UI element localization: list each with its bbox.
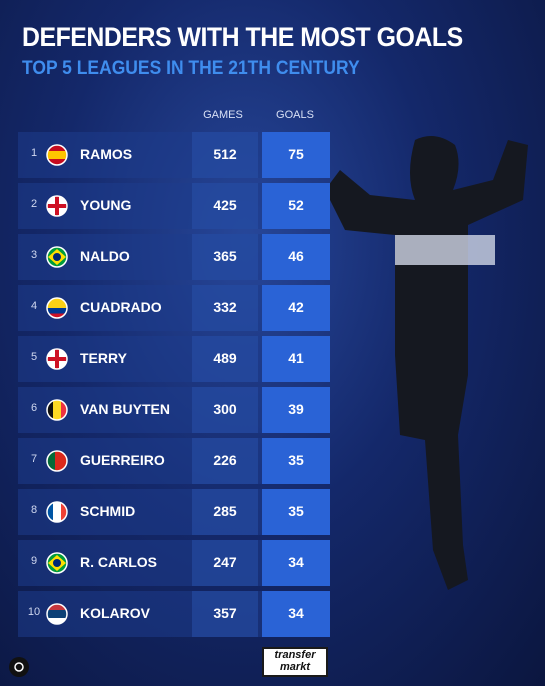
column-header: GOALS: [276, 109, 314, 121]
games: 300: [213, 401, 237, 417]
goals: 42: [288, 299, 304, 315]
flag: [46, 348, 68, 370]
games-cell: [192, 591, 258, 637]
player-name: RAMOS: [80, 146, 133, 162]
table-row: 8 SCHMID 285 35: [18, 489, 330, 535]
flag: [46, 246, 68, 268]
rank: 8: [30, 504, 38, 516]
goals-cell: [262, 183, 330, 229]
table-row: 2 YOUNG 425 52: [18, 183, 330, 229]
goals-cell: [262, 132, 330, 178]
player-name: YOUNG: [80, 197, 132, 213]
flag: [46, 501, 68, 523]
goals: 35: [288, 503, 304, 519]
flag: [46, 603, 68, 625]
games-cell: [192, 132, 258, 178]
games-cell: [192, 387, 258, 433]
games-cell: [192, 234, 258, 280]
player-name: R. CARLOS: [80, 554, 157, 570]
goals-cell: [262, 336, 330, 382]
rank: 5: [30, 351, 38, 363]
games: 285: [213, 503, 237, 519]
goals: 75: [288, 146, 304, 162]
player-name: CUADRADO: [80, 299, 162, 315]
player-name: GUERREIRO: [80, 452, 165, 468]
games: 357: [213, 605, 237, 621]
games-cell: [192, 489, 258, 535]
rank: 7: [30, 453, 38, 465]
player-name: SCHMID: [80, 503, 136, 519]
flag: [46, 552, 68, 574]
rank: 3: [30, 249, 38, 261]
goals-cell: [262, 285, 330, 331]
rank: 2: [30, 198, 38, 210]
flag: [46, 399, 68, 421]
games: 226: [213, 452, 237, 468]
table-row: 9 R. CARLOS 247 34: [18, 540, 330, 586]
player-silhouette: [325, 136, 528, 590]
flag: [46, 450, 68, 472]
table-row: 1 RAMOS 512 75: [18, 132, 330, 178]
goals-cell: [262, 234, 330, 280]
goals: 34: [288, 605, 304, 621]
subtitle: TOP 5 LEAGUES IN THE 21TH CENTURY: [22, 58, 360, 79]
rank: 4: [30, 300, 38, 312]
games: 425: [213, 197, 237, 213]
games-cell: [192, 285, 258, 331]
goals: 52: [288, 197, 304, 213]
player-name: VAN BUYTEN: [80, 401, 170, 417]
goals: 46: [288, 248, 304, 264]
games: 489: [213, 350, 237, 366]
games: 512: [213, 146, 237, 162]
title: DEFENDERS WITH THE MOST GOALS: [22, 22, 463, 52]
games-cell: [192, 438, 258, 484]
logo: transfer markt: [262, 647, 328, 677]
games: 332: [213, 299, 237, 315]
flag: [46, 297, 68, 319]
rank: 1: [30, 147, 38, 159]
table-row: 10 KOLAROV 357 34: [18, 591, 330, 637]
table-row: 7 GUERREIRO 226 35: [18, 438, 330, 484]
goals: 41: [288, 350, 304, 366]
games-cell: [192, 540, 258, 586]
goals: 34: [288, 554, 304, 570]
player-name: KOLAROV: [80, 605, 150, 621]
logo-text: transfer: [274, 649, 316, 661]
goals-cell: [262, 591, 330, 637]
goals: 35: [288, 452, 304, 468]
table-row: 4 CUADRADO 332 42: [18, 285, 330, 331]
logo-text: markt: [280, 661, 310, 673]
table-row: 6 VAN BUYTEN 300 39: [18, 387, 330, 433]
rank: 9: [30, 555, 38, 567]
flag: [46, 195, 68, 217]
table-row: 3 NALDO 365 46: [18, 234, 330, 280]
table-row: 5 TERRY 489 41: [18, 336, 330, 382]
games-cell: [192, 183, 258, 229]
column-header: GAMES: [203, 109, 243, 121]
games: 247: [213, 554, 237, 570]
player-name: TERRY: [80, 350, 127, 366]
goals-cell: [262, 489, 330, 535]
rank: 6: [30, 402, 38, 414]
flag: [46, 144, 68, 166]
goals: 39: [288, 401, 304, 417]
rank: 10: [27, 606, 41, 618]
games-cell: [192, 336, 258, 382]
goals-cell: [262, 387, 330, 433]
games: 365: [213, 248, 237, 264]
player-name: NALDO: [80, 248, 130, 264]
instagram-icon: [9, 657, 29, 677]
goals-cell: [262, 438, 330, 484]
goals-cell: [262, 540, 330, 586]
